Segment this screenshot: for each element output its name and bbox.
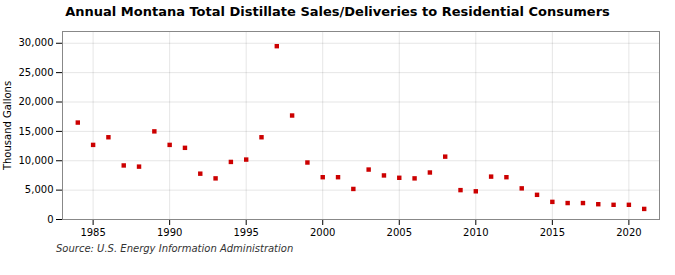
html-text:Source: U.S. Energy Informatio: Source: U.S. Energy Information Administ… (56, 243, 294, 254)
svg-text:2015: 2015 (540, 227, 565, 238)
svg-text:5,000: 5,000 (25, 184, 54, 195)
svg-text:25,000: 25,000 (19, 67, 54, 78)
svg-text:2005: 2005 (387, 227, 412, 238)
svg-text:1995: 1995 (233, 227, 258, 238)
svg-text:2000: 2000 (310, 227, 335, 238)
svg-text:Thousand Gallons: Thousand Gallons (2, 81, 13, 171)
svg-text:20,000: 20,000 (19, 96, 54, 107)
svg-text:30,000: 30,000 (19, 37, 54, 48)
svg-text:10,000: 10,000 (19, 155, 54, 166)
svg-text:1990: 1990 (157, 227, 182, 238)
svg-text:2010: 2010 (463, 227, 488, 238)
svg-text:1985: 1985 (80, 227, 105, 238)
svg-text:2020: 2020 (616, 227, 641, 238)
svg-text:0: 0 (47, 214, 53, 225)
svg-text:15,000: 15,000 (19, 126, 54, 137)
html-text:Annual Montana Total Distillat: Annual Montana Total Distillate Sales/De… (65, 4, 610, 19)
